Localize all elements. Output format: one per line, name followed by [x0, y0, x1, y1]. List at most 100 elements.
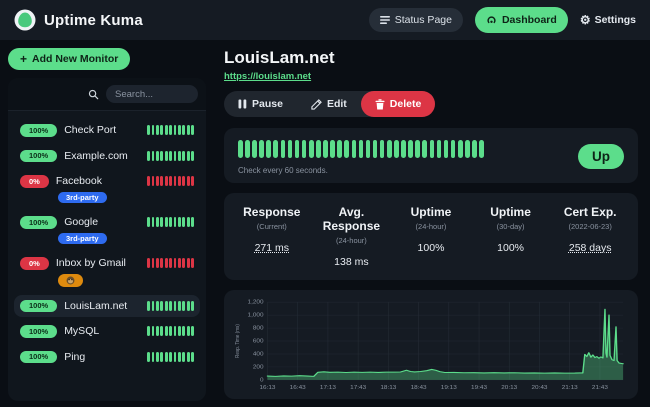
- stat-label: Cert Exp.: [563, 205, 617, 219]
- heartbeat-tick: [330, 140, 335, 158]
- heartbeat-tick: [415, 140, 420, 158]
- y-tick-label: 1,000: [248, 313, 264, 318]
- heartbeat-tick: [379, 140, 385, 158]
- monitor-name: Inbox by Gmail: [55, 257, 126, 270]
- monitor-tags: 3rd-party: [58, 191, 194, 203]
- settings-label: Settings: [594, 14, 636, 26]
- heartbeat-tick: [436, 140, 442, 158]
- heartbeat-tick: [238, 140, 243, 158]
- uptime-badge: 100%: [20, 325, 58, 338]
- monitor-url-link[interactable]: https://louislam.net: [224, 71, 312, 82]
- monitor-row-ping[interactable]: 100% Ping: [14, 346, 200, 369]
- monitor-row-check-port[interactable]: 100% Check Port: [14, 119, 200, 142]
- status-page-label: Status Page: [394, 14, 452, 26]
- monitor-name: Ping: [64, 350, 86, 363]
- monitor-list: 100% Check Port 100% Example.com 0% Facebook 3…: [8, 111, 206, 379]
- heartbeat-tick: [173, 217, 177, 228]
- heartbeat-tick: [479, 140, 484, 158]
- heartbeat-tick: [308, 140, 314, 158]
- stat-sublabel: (24-hour): [415, 222, 447, 231]
- stat-response-0: Response (Current) 271 ms: [232, 205, 312, 268]
- stat-value[interactable]: 271 ms: [254, 242, 290, 254]
- monitor-row-mysql[interactable]: 100% MySQL: [14, 320, 200, 343]
- mini-heartbeat-bars: [147, 217, 194, 228]
- edit-pencil-icon: [311, 98, 322, 110]
- heartbeat-tick: [351, 140, 357, 158]
- y-axis-label: Resp. Time (ms): [234, 324, 241, 358]
- topbar: Uptime Kuma Status Page Dashboard ⚙: [0, 0, 650, 40]
- stat-value[interactable]: 258 days: [568, 242, 612, 254]
- y-tick-label: 0: [260, 378, 264, 383]
- heartbeat-tick: [147, 326, 151, 337]
- tag-monkey-emoji: [58, 273, 83, 287]
- dashboard-button[interactable]: Dashboard: [474, 7, 568, 33]
- heartbeat-tick: [173, 351, 177, 362]
- heartbeat-tick: [386, 140, 392, 158]
- heartbeat-tick: [169, 300, 173, 311]
- heartbeat-tick: [169, 326, 173, 337]
- heartbeat-tick: [151, 300, 155, 311]
- heartbeat-tick: [191, 125, 194, 136]
- response-line: [266, 308, 624, 377]
- y-tick-label: 200: [253, 365, 264, 370]
- heartbeat-tick: [164, 125, 168, 136]
- heartbeat-tick: [169, 125, 173, 136]
- heartbeat-tick: [173, 258, 177, 269]
- heartbeat-tick: [160, 150, 164, 161]
- x-tick-label: 20:43: [531, 386, 547, 391]
- delete-button[interactable]: Delete: [360, 91, 436, 117]
- heartbeat-tick: [186, 176, 190, 187]
- search-input[interactable]: [106, 85, 198, 103]
- heartbeat-tick: [182, 176, 186, 187]
- app-logo[interactable]: Uptime Kuma: [14, 9, 143, 31]
- heartbeat-tick: [156, 150, 159, 161]
- heartbeat-tick: [160, 217, 164, 228]
- heartbeat-tick: [344, 140, 349, 158]
- edit-button[interactable]: Edit: [297, 91, 361, 117]
- response-area-fill: [267, 309, 624, 380]
- search-icon: [88, 89, 99, 99]
- monitor-row-example-com[interactable]: 100% Example.com: [14, 145, 200, 168]
- status-page-button[interactable]: Status Page: [368, 8, 463, 32]
- pause-button[interactable]: Pause: [224, 91, 297, 117]
- sidebar: + Add New Monitor 100% Check Port 100% Exam…: [0, 40, 212, 407]
- x-tick-label: 21:13: [562, 386, 578, 391]
- mini-heartbeat-bars: [147, 351, 194, 362]
- monitor-name: Facebook: [55, 175, 102, 188]
- add-monitor-label: Add New Monitor: [32, 53, 119, 65]
- heartbeat-tick: [178, 217, 181, 228]
- x-tick-label: 21:43: [592, 386, 608, 391]
- heartbeat-tick: [186, 326, 190, 337]
- heartbeat-tick: [164, 351, 168, 362]
- heartbeat-tick: [259, 140, 264, 158]
- heartbeat-tick: [173, 326, 177, 337]
- heartbeat-tick: [186, 150, 190, 161]
- heartbeat-tick: [182, 150, 186, 161]
- heartbeat-tick: [173, 300, 177, 311]
- heartbeat-tick: [151, 217, 155, 228]
- plus-icon: +: [20, 52, 28, 66]
- stat-cert-exp--4: Cert Exp. (2022-06-23) 258 days: [550, 205, 630, 268]
- y-tick-label: 400: [253, 352, 264, 357]
- gauge-icon: [487, 15, 496, 23]
- heartbeat-tick: [178, 150, 181, 161]
- heartbeat-tick: [151, 326, 155, 337]
- heartbeat-tick: [156, 125, 159, 136]
- heartbeat-tick: [169, 150, 173, 161]
- monkey-emoji-icon: [66, 276, 75, 284]
- heartbeat-tick: [301, 140, 307, 158]
- heartbeat-tick: [160, 300, 164, 311]
- heartbeat-tick: [178, 258, 181, 269]
- tag-3rd-party: 3rd-party: [58, 191, 107, 203]
- response-chart-card: 0 200 400 600 800 1,000 1,200 16:13 16:43 17:13 17…: [224, 290, 638, 399]
- trash-icon: [375, 98, 385, 109]
- heartbeat-tick: [294, 140, 300, 158]
- monitor-row-facebook[interactable]: 0% Facebook 3rd-party: [14, 170, 200, 208]
- heartbeat-tick: [147, 351, 151, 362]
- add-new-monitor-button[interactable]: + Add New Monitor: [8, 48, 131, 70]
- monitor-row-louislam-net[interactable]: 100% LouisLam.net: [14, 294, 200, 317]
- monitor-row-google[interactable]: 100% Google 3rd-party: [14, 211, 200, 249]
- monitor-row-inbox-by-gmail[interactable]: 0% Inbox by Gmail: [14, 252, 200, 292]
- settings-button[interactable]: ⚙ Settings: [580, 14, 636, 26]
- heartbeat-tick: [287, 140, 293, 158]
